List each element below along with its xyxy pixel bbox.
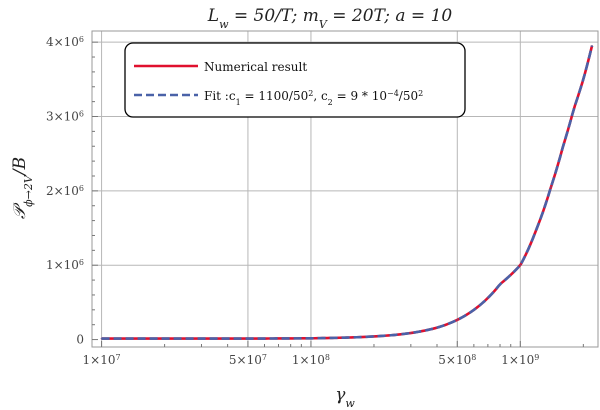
chart-title: Lw = 50/T; mV = 20T; a = 10 — [207, 6, 453, 31]
data-point-fit-2 — [263, 337, 266, 340]
x-tick-label-4: 1×109 — [501, 353, 539, 368]
data-point-fit-7 — [409, 332, 412, 334]
y-tick-label-1: 1×106 — [46, 258, 84, 273]
y-tick-label-0: 0 — [76, 333, 84, 347]
data-point-fit-4 — [346, 336, 349, 339]
y-tick-label-3: 3×106 — [46, 109, 84, 124]
data-point-fit-1 — [200, 337, 203, 340]
series-line-fit — [101, 45, 594, 340]
data-point-fit-9 — [456, 318, 459, 321]
series-layer — [100, 44, 594, 340]
data-point-fit-18 — [582, 78, 585, 81]
x-tick-label-3: 5×108 — [438, 353, 476, 368]
data-point-fit-17 — [572, 108, 575, 110]
legend-box — [124, 42, 466, 118]
data-point-fit-19 — [591, 44, 593, 47]
x-tick-label-0: 1×107 — [83, 353, 121, 368]
data-point-fit-16 — [562, 145, 564, 148]
data-point-fit-3 — [310, 337, 312, 340]
legend: Numerical result Fit :c1 = 1100/502, c2 … — [124, 42, 466, 118]
plot-frame — [91, 30, 599, 348]
data-point-fit-0 — [100, 337, 103, 340]
data-point-fit-5 — [373, 335, 375, 338]
x-tick-label-1: 5×107 — [229, 353, 267, 368]
data-point-fit-6 — [393, 334, 396, 336]
y-tick-label-4: 4×106 — [46, 35, 84, 50]
data-point-fit-11 — [486, 297, 489, 299]
axis-layer — [91, 30, 599, 348]
data-point-fit-12 — [499, 283, 501, 286]
x-axis-label: γw — [335, 385, 355, 410]
tick-layer: 1×107 5×107 1×108 5×108 1×109 0 1×106 2×106 3×10… — [46, 35, 539, 367]
data-point-fit-8 — [436, 326, 438, 329]
x-tick-label-2: 1×108 — [292, 353, 330, 368]
legend-label-fit: Fit :c1 = 1100/502, c2 = 9 * 10−4/502 — [204, 89, 423, 107]
legend-label-numerical: Numerical result — [204, 60, 307, 74]
y-axis-label: 𝒫ϕ→2V/B — [10, 157, 35, 219]
y-tick-label-2: 2×106 — [46, 183, 84, 198]
data-point-fit-15 — [550, 186, 552, 189]
data-point-fit-13 — [519, 264, 522, 267]
data-point-fit-10 — [472, 308, 475, 311]
data-point-fit-14 — [535, 227, 538, 229]
